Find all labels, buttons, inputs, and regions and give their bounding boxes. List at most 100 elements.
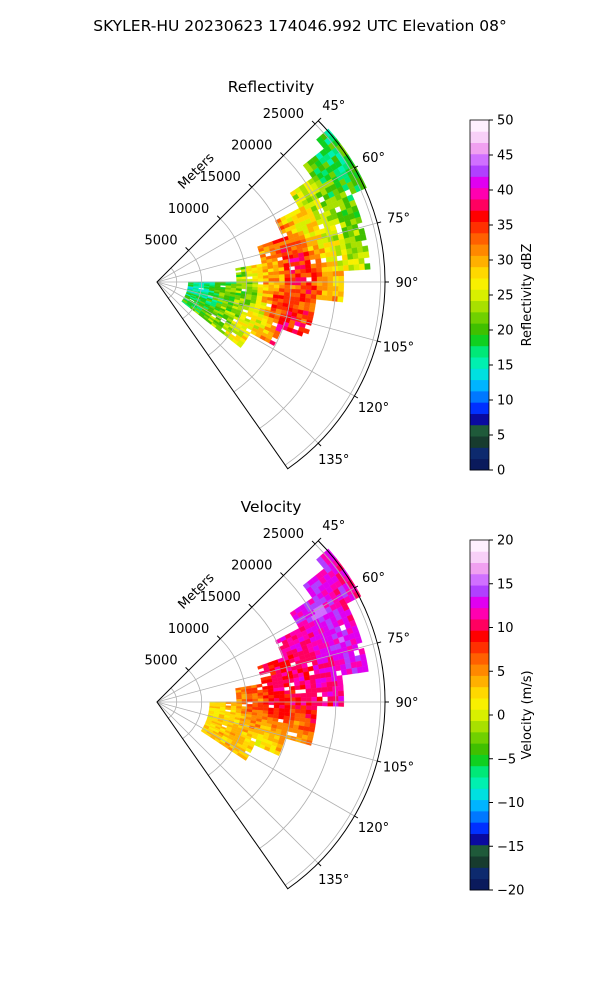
echo-cell: [343, 265, 350, 272]
echo-cell: [278, 708, 285, 713]
azimuth-tick-mark: [354, 815, 359, 819]
echo-cell: [268, 691, 275, 696]
echo-cell: [268, 707, 275, 712]
echo-cell: [306, 696, 312, 702]
echo-cell: [294, 685, 301, 691]
echo-cell: [305, 713, 312, 719]
echo-cell: [257, 272, 264, 277]
colorbar-swatch: [470, 731, 489, 744]
azimuth-tick-label: 45°: [322, 519, 345, 534]
azimuth-gridline: [156, 642, 378, 703]
echo-cell: [321, 691, 328, 697]
echo-cell: [268, 694, 275, 699]
echo-cell: [319, 672, 327, 679]
range-tick-label: 15000: [199, 170, 240, 185]
echo-cell: [305, 285, 312, 291]
echo-cell: [364, 263, 371, 270]
echo-cell: [321, 290, 328, 296]
echo-cell: [299, 713, 306, 719]
azimuth-tick-label: 90°: [395, 696, 418, 711]
echo-cell: [257, 698, 264, 702]
azimuth-tick-mark: [377, 340, 382, 343]
echo-cell: [311, 272, 318, 278]
echo-cell: [300, 268, 307, 274]
echo-cell: [252, 693, 259, 697]
echo-cell: [246, 693, 253, 697]
range-tick-mark: [280, 572, 284, 576]
echo-cell: [315, 678, 322, 684]
echo-cell: [247, 284, 253, 288]
azimuth-gridline: [156, 281, 378, 342]
echo-cell: [305, 705, 312, 711]
echo-cell: [359, 263, 366, 271]
echo-cell: [315, 258, 322, 264]
echo-cell: [300, 285, 307, 290]
echo-cell: [326, 261, 333, 268]
range-ring: [168, 267, 177, 299]
range-tick-mark: [185, 667, 189, 671]
echo-cell: [252, 284, 259, 288]
echo-cell: [268, 284, 275, 289]
colorbar-swatch: [470, 765, 489, 778]
range-ring: [182, 670, 203, 739]
range-ring: [284, 543, 381, 886]
echo-cell: [309, 254, 316, 261]
echo-cell: [268, 271, 275, 276]
azimuth-tick-label: 75°: [387, 631, 410, 646]
echo-cell: [305, 264, 312, 270]
echo-cell: [335, 250, 343, 257]
echo-cell: [353, 264, 360, 271]
echo-cell: [351, 247, 359, 254]
echo-cell: [353, 258, 360, 265]
echo-cell: [294, 289, 301, 294]
echo-cell: [338, 270, 344, 277]
echo-cell: [273, 687, 280, 692]
echo-cell: [327, 691, 334, 697]
azimuth-tick-label: 45°: [322, 99, 345, 114]
colorbar-tick-label: 20: [497, 324, 514, 339]
echo-cell: [310, 298, 317, 304]
echo-cell: [322, 285, 328, 292]
echo-cell: [356, 246, 364, 254]
colorbar: 0 5 10 15 20 25 30 35 40 45 50 Reflectivity dBZ: [469, 114, 535, 479]
sector-frame: [156, 120, 386, 470]
colorbar-swatch: [470, 551, 489, 563]
echo-cell: [263, 275, 269, 279]
colorbar: −20 −15 −10 −5 0 5 10 15 20 Velocity (m/s): [469, 534, 535, 899]
figure-suptitle: SKYLER-HU 20230623 174046.992 UTC Elevat…: [93, 17, 507, 35]
echo-cell: [300, 705, 307, 710]
echo-cell: [279, 694, 285, 699]
range-ring: [284, 123, 381, 466]
azimuth-tick-mark: [377, 641, 382, 644]
echo-cell: [279, 274, 285, 279]
colorbar-swatch: [470, 619, 489, 631]
echo-cell: [342, 259, 349, 266]
echo-cell: [327, 286, 334, 292]
colorbar-swatch: [470, 311, 489, 324]
echo-cell: [262, 689, 269, 693]
echo-cell: [284, 288, 291, 293]
echo-cell: [245, 747, 253, 754]
panel-title: Velocity: [241, 498, 302, 516]
echo-cell: [273, 278, 280, 282]
azimuth-tick-mark: [377, 760, 382, 763]
echo-cell: [299, 293, 306, 299]
echo-cell: [346, 668, 353, 675]
echo-cell: [278, 267, 285, 272]
echo-cell: [235, 267, 242, 271]
echo-cell: [247, 698, 253, 702]
colorbar-tick-label: 25: [497, 289, 514, 304]
colorbar-swatch: [470, 266, 489, 279]
colorbar-tick-label: −20: [497, 884, 524, 899]
echo-cell: [326, 295, 333, 302]
echo-cell: [284, 277, 291, 282]
echo-cell: [273, 694, 280, 699]
echo-cell: [321, 682, 328, 688]
echo-cell: [320, 677, 327, 684]
echo-cell: [263, 278, 269, 282]
echo-cell: [236, 341, 243, 349]
azimuth-tick-mark: [317, 537, 322, 542]
echo-cell: [257, 704, 264, 708]
echo-cell: [279, 284, 285, 289]
echo-cell: [310, 687, 317, 693]
